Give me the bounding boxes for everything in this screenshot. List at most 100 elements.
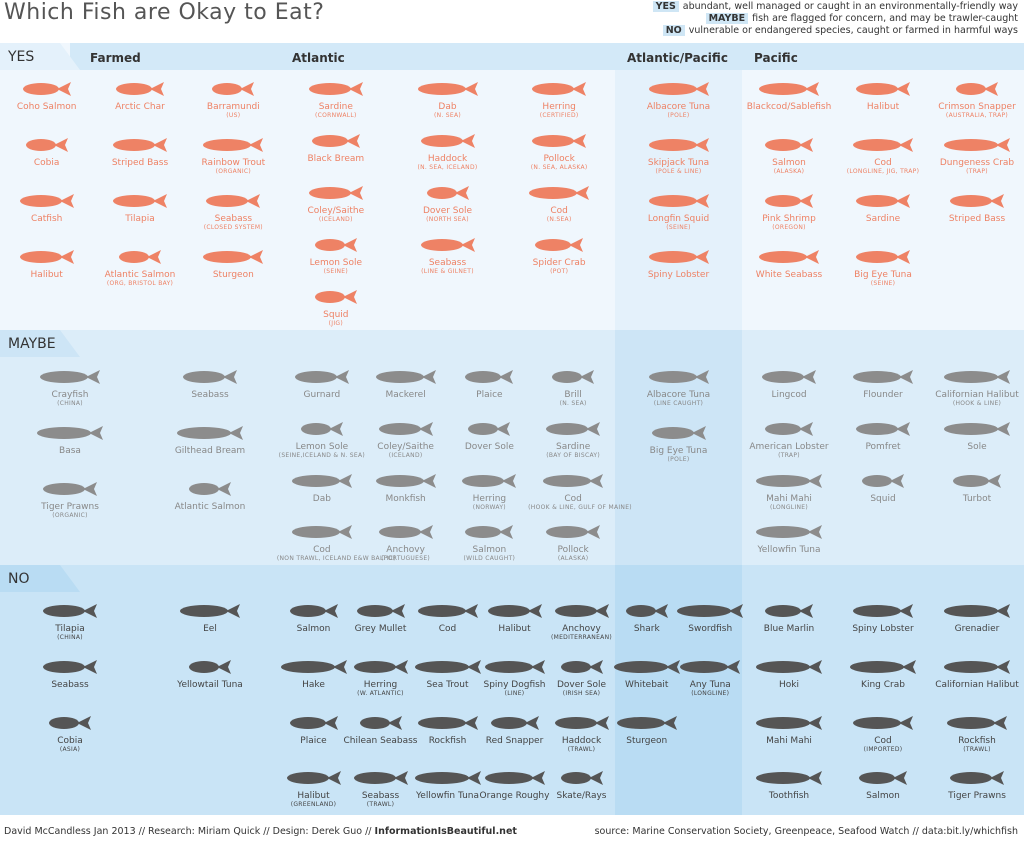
fish-name: Mahi Mahi — [766, 493, 812, 504]
fish-icon — [291, 525, 352, 540]
fish-item: Rockfish (TRAWL) — [932, 714, 1022, 753]
fish-item: Pollock (N. SEA, ALASKA) — [514, 132, 604, 171]
fish-item: Arctic Char — [95, 80, 185, 112]
fish-note: (N. SEA, ALASKA) — [530, 164, 588, 171]
fish-note: (LONGLINE) — [691, 690, 730, 697]
cell-bg — [742, 330, 1024, 565]
title: Which Fish are Okay to Eat? — [4, 0, 325, 25]
fish-note: (ASIA) — [59, 746, 81, 753]
fish-name: Grenadier — [954, 624, 1000, 634]
fish-icon — [19, 194, 74, 208]
legend-text: fish are flagged for concern, and may be… — [752, 13, 1018, 24]
fish-note: (CHINA) — [57, 634, 83, 641]
fish-icon — [189, 482, 231, 496]
fish-note: (NON TRAWL, ICELAND E&W BALTIC) — [276, 555, 396, 563]
fish-item: Skipjack Tuna (POLE & LINE) — [634, 136, 724, 175]
fish-name: Tilapia — [125, 214, 155, 224]
fish-name: Catfish — [30, 214, 63, 224]
fish-name: Eel — [203, 624, 217, 634]
fish-item: Cod (HOOK & LINE, GULF OF MAINE) — [528, 472, 632, 511]
fish-icon — [359, 715, 402, 730]
fish-name: Herring — [363, 679, 398, 690]
fish-item: Californian Halibut (HOOK & LINE) — [932, 368, 1022, 407]
fish-name: Herring — [542, 102, 576, 112]
fish-name: Monkfish — [385, 493, 426, 504]
fish-icon — [648, 250, 709, 264]
fish-note: (N. SEA, ICELAND) — [417, 164, 478, 171]
fish-item: Gurnard — [277, 368, 367, 400]
cell-bg — [0, 330, 280, 565]
fish-note: (TRAWL) — [366, 801, 395, 809]
legend-item: NO vulnerable or endangered species, caug… — [662, 25, 1018, 36]
fish-icon — [532, 134, 587, 148]
fish-note: (NORTH SEA) — [426, 216, 469, 223]
fish-name: Dungeness Crab — [939, 158, 1015, 168]
fish-item: Salmon — [269, 602, 359, 634]
fish-icon — [43, 482, 97, 496]
fish-name: Salmon — [472, 545, 507, 556]
fish-name: Albacore Tuna — [646, 102, 711, 112]
cell-bg — [0, 565, 280, 815]
fish-item: Albacore Tuna (POLE) — [634, 80, 724, 119]
fish-note: (ICELAND) — [388, 451, 423, 459]
fish-item: Swordfish — [665, 602, 755, 634]
fish-item: Spiny Dogfish (LINE) — [470, 658, 560, 697]
fish-name: American Lobster — [749, 441, 829, 452]
fish-name: Hake — [302, 679, 325, 690]
fish-icon — [25, 138, 68, 152]
fish-icon — [183, 370, 237, 384]
fish-item: Chilean Seabass — [336, 714, 426, 746]
fish-icon — [289, 604, 338, 618]
legend-text: vulnerable or endangered species, caught… — [688, 25, 1018, 36]
fish-icon — [43, 604, 97, 618]
fish-icon — [484, 771, 545, 786]
fish-item: Striped Bass — [95, 136, 185, 168]
fish-item: Dover Sole (NORTH SEA) — [403, 184, 493, 223]
fish-name: Cod — [564, 493, 582, 504]
fish-item: Plaice — [444, 368, 534, 400]
fish-item: Tilapia — [95, 192, 185, 224]
fish-item: Californian Halibut — [932, 658, 1022, 690]
fish-icon — [856, 194, 910, 208]
fish-icon — [378, 525, 433, 540]
fish-name: Cod — [874, 158, 892, 168]
fish-icon — [765, 138, 813, 152]
fish-item: Lemon Sole (SEINE,ICELAND & N. SEA) — [277, 420, 367, 459]
fish-name: Halibut — [30, 270, 63, 280]
fish-name: Seabass — [214, 214, 253, 224]
fish-name: Coho Salmon — [16, 102, 77, 112]
fish-icon — [314, 290, 357, 304]
fish-name: Barramundi — [206, 102, 260, 112]
fish-name: Tilapia — [55, 624, 85, 634]
row-label: MAYBE — [8, 336, 56, 352]
fish-item: Big Eye Tuna (POLE) — [634, 424, 724, 463]
fish-icon — [677, 604, 744, 618]
fish-icon — [613, 660, 680, 674]
fish-icon — [280, 659, 347, 674]
fish-note: (CORNWALL) — [315, 112, 357, 119]
fish-item: Cod (IMPORTED) — [838, 714, 928, 753]
fish-name: Arctic Char — [115, 102, 165, 112]
fish-name: Californian Halibut — [935, 390, 1019, 400]
fish-icon — [375, 473, 436, 488]
fish-item: Dover Sole (IRISH SEA) — [537, 658, 627, 697]
fish-item: King Crab — [838, 658, 928, 690]
fish-item: Brill (N. SEA) — [528, 368, 618, 407]
fish-item: Mackerel — [361, 368, 451, 400]
fish-name: Halibut — [297, 791, 330, 802]
fish-note: (HOOK & LINE, GULF OF MAINE) — [528, 503, 632, 511]
fish-name: Skipjack Tuna — [647, 158, 710, 168]
fish-name: Coley/Saithe — [377, 441, 434, 452]
fish-name: Tiger Prawns — [948, 791, 1006, 802]
fish-icon — [487, 604, 542, 618]
fish-icon — [311, 134, 360, 148]
fish-note: (POLE) — [667, 456, 690, 463]
fish-item: Striped Bass — [932, 192, 1022, 224]
fish-note: (LINE) — [504, 689, 525, 697]
fish-icon — [756, 771, 822, 786]
fish-note: (LONGLINE, JIG, TRAP) — [846, 168, 920, 175]
fish-item: Hake — [269, 658, 359, 690]
fish-icon — [648, 370, 709, 384]
fish-name: Mahi Mahi — [766, 735, 812, 746]
fish-icon — [535, 238, 584, 252]
